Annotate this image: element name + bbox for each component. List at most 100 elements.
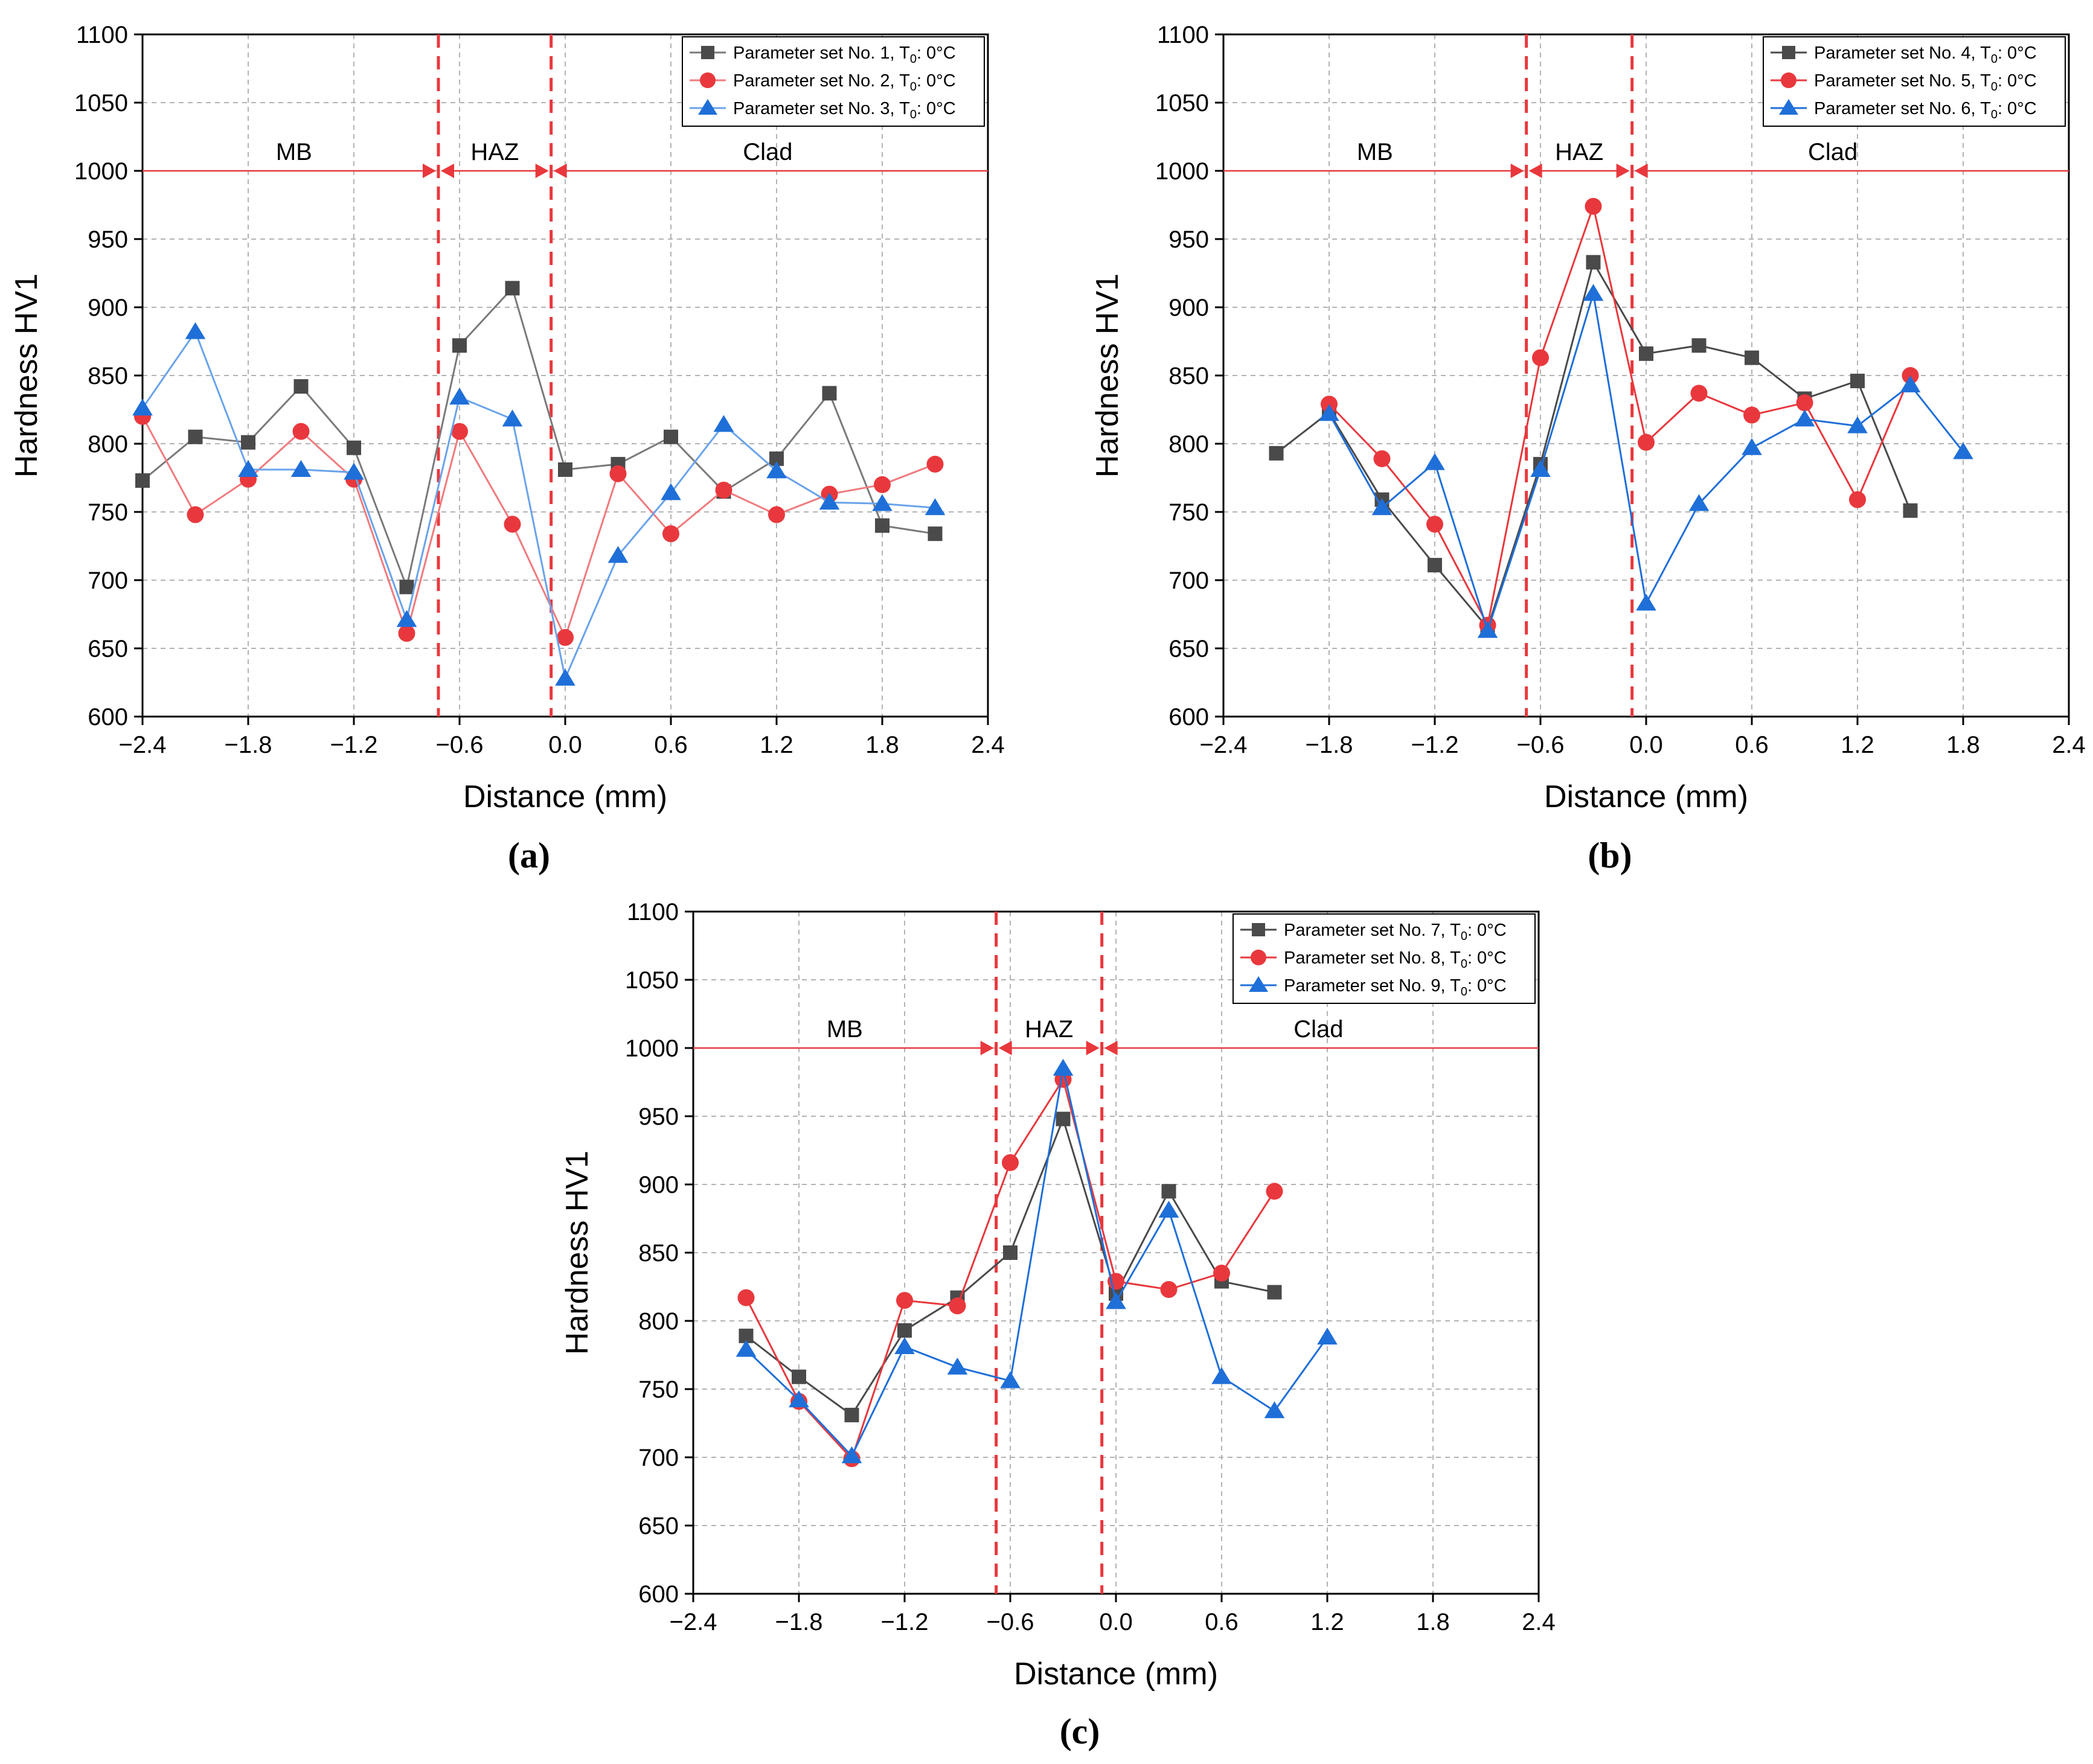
zone-label-clad: Clad: [1293, 1016, 1343, 1043]
data-point-triangle: [661, 483, 681, 500]
data-point-triangle: [1211, 1367, 1232, 1384]
x-tick-label: 0.0: [1629, 732, 1663, 758]
legend-marker-square: [1252, 923, 1265, 936]
y-tick-label: 750: [1168, 499, 1209, 526]
x-tick-label: −0.6: [987, 1609, 1034, 1635]
x-tick-label: 0.0: [1099, 1609, 1133, 1635]
data-point-square: [558, 462, 572, 477]
series-line: [1275, 260, 1911, 630]
series-2: [134, 407, 944, 646]
data-point-square: [1850, 374, 1865, 389]
legend-subscript: 0: [1991, 53, 1998, 66]
data-point-triangle: [789, 1390, 809, 1408]
data-point-square: [1586, 255, 1601, 270]
data-point-triangle: [841, 1446, 862, 1463]
legend-suffix: : 0°C: [917, 43, 956, 63]
zone-label-mb: MB: [827, 1016, 863, 1043]
y-tick-label: 1100: [1157, 22, 1209, 48]
data-point-circle: [1373, 450, 1391, 467]
y-tick-label: 900: [1168, 295, 1209, 321]
legend-box: [682, 36, 985, 127]
haz-zone-arrowhead-left: [441, 164, 454, 178]
legend-subscript: 0: [1461, 957, 1467, 971]
legend-suffix: : 0°C: [1467, 948, 1507, 968]
legend-label: Parameter set No. 7, T0: 0°C: [1284, 921, 1507, 943]
data-point-square: [188, 429, 203, 444]
legend: Parameter set No. 4, T0: 0°C Parameter se…: [1763, 36, 2066, 127]
legend-subscript: 0: [910, 53, 917, 66]
x-tick-label: 1.8: [1416, 1609, 1450, 1635]
legend-label: Parameter set No. 2, T0: 0°C: [733, 71, 956, 94]
data-point-square: [1745, 350, 1759, 365]
y-tick-label: 750: [638, 1376, 679, 1403]
legend-suffix: : 0°C: [1467, 976, 1507, 995]
y-tick-label: 650: [638, 1513, 679, 1539]
data-point-square: [928, 526, 943, 542]
y-tick-label: 1050: [625, 967, 679, 994]
series-2: [1321, 197, 1919, 634]
data-point-circle: [1638, 433, 1655, 451]
panel-label: (a): [508, 836, 550, 875]
zone-label-haz: HAZ: [1025, 1016, 1073, 1043]
series-1: [1269, 255, 1918, 636]
data-point-circle: [187, 506, 204, 523]
y-tick-label: 650: [1168, 636, 1209, 662]
data-point-circle: [768, 506, 785, 523]
y-tick-label: 1050: [1155, 90, 1209, 117]
legend-suffix: : 0°C: [1467, 921, 1507, 940]
zone-label-clad: Clad: [743, 139, 792, 165]
data-point-circle: [451, 423, 468, 440]
data-point-circle: [1213, 1264, 1230, 1282]
x-tick-label: 0.6: [1735, 732, 1769, 758]
zone-label-mb: MB: [1357, 139, 1393, 165]
legend-subscript: 0: [1991, 80, 1998, 94]
data-point-circle: [292, 423, 310, 440]
data-point-circle: [1796, 394, 1813, 412]
data-point-triangle: [449, 388, 470, 405]
legend-marker-square: [701, 46, 714, 59]
data-point-circle: [1426, 516, 1443, 533]
chart-panel-1: −2.4 −1.8 −1.2 −0.6 0.0 0.6 1.2 1.8 2.4 600 650 700…: [9, 22, 1005, 875]
data-point-triangle: [1053, 1058, 1074, 1076]
chart-panel-2: −2.4 −1.8 −1.2 −0.6 0.0 0.6 1.2 1.8 2.4 600 650 700…: [1090, 22, 2086, 875]
data-point-triangle: [1794, 409, 1815, 427]
mb-zone-arrowhead: [1510, 164, 1524, 178]
data-point-circle: [609, 465, 627, 482]
x-tick-label: 1.8: [1946, 732, 1980, 758]
data-point-square: [1639, 346, 1653, 361]
y-tick-label: 850: [1168, 363, 1209, 389]
y-axis-title: Hardness HV1: [9, 273, 44, 478]
data-point-triangle: [238, 459, 258, 477]
y-axis-title: Hardness HV1: [560, 1151, 595, 1355]
y-tick-label: 950: [88, 226, 128, 253]
series-3: [1319, 284, 1973, 638]
data-point-triangle: [947, 1357, 968, 1375]
data-point-triangle: [1264, 1401, 1285, 1419]
zone-label-haz: HAZ: [1555, 139, 1603, 165]
data-point-square: [399, 580, 414, 595]
data-point-triangle: [894, 1337, 915, 1354]
data-point-triangle: [1319, 404, 1339, 421]
data-point-circle: [737, 1289, 755, 1306]
data-point-triangle: [607, 546, 629, 563]
data-point-triangle: [925, 498, 946, 516]
legend-suffix: : 0°C: [917, 71, 956, 91]
x-tick-label: −0.6: [1517, 732, 1565, 758]
x-tick-label: −2.4: [119, 732, 167, 758]
data-point-triangle: [344, 462, 364, 480]
data-point-circle: [1849, 491, 1866, 508]
data-point-triangle: [1425, 453, 1445, 470]
legend-subscript: 0: [910, 80, 917, 94]
legend-label: Parameter set No. 4, T0: 0°C: [1814, 43, 2037, 66]
data-point-triangle: [185, 322, 206, 339]
x-axis-title: Distance (mm): [1014, 1657, 1218, 1692]
data-point-triangle: [1953, 442, 1973, 459]
data-point-square: [1161, 1184, 1176, 1199]
data-point-square: [452, 338, 467, 353]
data-point-triangle: [1371, 498, 1393, 516]
legend-suffix: : 0°C: [1998, 71, 2037, 91]
panel-label: (c): [1060, 1711, 1100, 1751]
data-point-square: [241, 435, 255, 450]
y-tick-label: 900: [88, 295, 128, 321]
data-point-square: [664, 429, 678, 444]
